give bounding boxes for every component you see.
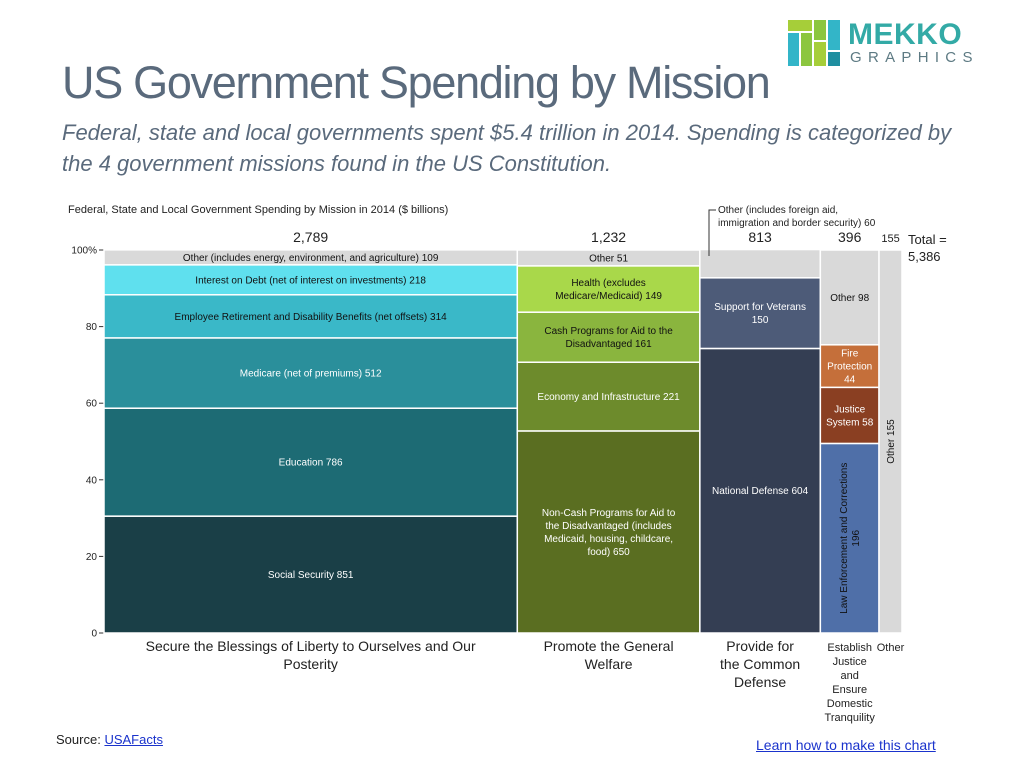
y-tick-label: 0 — [91, 629, 97, 640]
segment-label: Medicare (net of premiums) 512 — [240, 369, 382, 380]
y-tick-label: 20 — [86, 552, 98, 563]
source-note: Source: USAFacts — [56, 732, 163, 747]
segment-label: National Defense 604 — [712, 486, 809, 497]
segment-label: Other 51 — [589, 253, 628, 264]
page-title: US Government Spending by Mission — [62, 57, 771, 108]
mekko-graphics-logo[interactable]: MEKKO GRAPHICS — [788, 20, 1000, 66]
mekko-segment — [878, 249, 903, 634]
segment-label: Employee Retirement and Disability Benef… — [175, 312, 448, 323]
mekko-segment — [819, 344, 880, 389]
segment-label: Justice System 58 — [826, 404, 874, 428]
segment-label: Interest on Debt (net of interest on inv… — [195, 275, 426, 286]
column-total-label: 1,232 — [591, 229, 626, 245]
mekko-segment — [103, 294, 519, 339]
segment-label: Law Enforcement and Corrections196 — [839, 463, 862, 614]
segment-label: Education 786 — [279, 458, 343, 469]
column-total-label: 813 — [748, 229, 772, 245]
mekko-segment — [819, 249, 880, 346]
segment-label: Fire Protection 44 — [827, 349, 872, 386]
annotation-leader-line — [708, 209, 716, 256]
grand-total-label: Total = 5,386 — [908, 232, 947, 264]
segment-label: Non-Cash Programs for Aid to the Disadvan… — [542, 508, 676, 558]
column-name-label: Provide for the Common Defense — [720, 638, 800, 690]
annotation-label: Other (includes foreign aid, immigration … — [718, 205, 876, 229]
y-tick-label: 100% — [71, 246, 97, 257]
chart-title: Federal, State and Local Government Spen… — [68, 204, 449, 216]
source-link[interactable]: USAFacts — [104, 732, 163, 747]
logo-tagline: GRAPHICS — [850, 49, 979, 66]
mekko-segment — [819, 442, 880, 634]
mekko-segment — [699, 347, 822, 634]
column-name-label: Establish Justice and Ensure Domestic Tranqui… — [825, 642, 876, 724]
y-tick-label: 40 — [86, 475, 98, 486]
mekko-segment — [699, 248, 822, 279]
learn-how-link[interactable]: Learn how to make this chart — [756, 737, 936, 753]
mekko-segment — [516, 430, 701, 634]
column-total-label: 2,789 — [293, 229, 328, 245]
column-total-label: 396 — [838, 229, 862, 245]
segment-label: Cash Programs for Aid to the Disadvantage… — [544, 326, 673, 350]
mekko-segment — [699, 277, 822, 350]
mekko-segment — [516, 361, 701, 432]
mekko-segment — [103, 407, 519, 517]
mekko-segment — [103, 264, 519, 296]
segment-label: Other 155 — [886, 419, 897, 464]
segment-label: Other 98 — [830, 293, 869, 304]
mekko-segment — [103, 515, 519, 634]
segment-label: Support for Veterans 150 — [714, 302, 806, 326]
mekko-segment — [819, 386, 880, 445]
column-name-label: Secure the Blessings of Liberty to Ourse… — [146, 638, 476, 672]
column-name-label: Promote the General Welfare — [544, 638, 674, 672]
logo-mark-icon — [788, 20, 840, 66]
y-tick-label: 80 — [86, 322, 98, 333]
column-name-label: Other — [877, 642, 905, 654]
page-subtitle: Federal, state and local governments spe… — [62, 120, 952, 176]
source-label: Source: — [56, 732, 101, 747]
segment-label: Social Security 851 — [268, 570, 354, 581]
segment-label: Health (excludes Medicare/Medicaid) 149 — [555, 278, 662, 302]
column-total-label: 155 — [881, 233, 899, 245]
segment-label: Economy and Infrastructure 221 — [537, 392, 680, 403]
logo-wordmark: MEKKO — [848, 18, 963, 51]
mekko-segment — [516, 311, 701, 363]
y-tick-label: 60 — [86, 399, 98, 410]
segment-label: Other (includes energy, environment, and… — [183, 253, 439, 264]
